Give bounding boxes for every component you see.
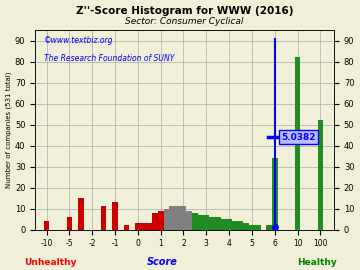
Bar <box>186 211 192 229</box>
Text: Score: Score <box>147 257 177 267</box>
Bar <box>238 221 243 230</box>
Text: The Research Foundation of SUNY: The Research Foundation of SUNY <box>44 54 175 63</box>
Bar <box>112 202 118 230</box>
Text: Unhealthy: Unhealthy <box>24 258 77 267</box>
Bar <box>209 217 215 229</box>
Bar <box>203 215 209 230</box>
Bar <box>158 211 163 229</box>
Bar <box>215 217 221 229</box>
Text: Sector: Consumer Cyclical: Sector: Consumer Cyclical <box>125 17 244 26</box>
Text: 5.0382: 5.0382 <box>282 133 316 142</box>
Bar <box>232 221 238 230</box>
Text: Healthy: Healthy <box>297 258 337 267</box>
Bar <box>123 225 129 230</box>
Bar <box>198 215 203 230</box>
Bar <box>192 213 198 230</box>
Bar <box>169 207 175 230</box>
Bar <box>141 223 147 230</box>
Bar <box>175 207 181 230</box>
Bar <box>152 213 158 230</box>
Bar <box>163 208 169 230</box>
Title: Z''-Score Histogram for WWW (2016): Z''-Score Histogram for WWW (2016) <box>76 6 293 16</box>
Text: ©www.textbiz.org: ©www.textbiz.org <box>44 36 114 45</box>
Bar <box>249 225 255 230</box>
Bar <box>318 120 323 230</box>
Bar <box>255 225 261 230</box>
Bar <box>181 207 186 230</box>
Bar <box>221 219 226 230</box>
Bar <box>78 198 84 230</box>
Bar <box>135 223 141 230</box>
Y-axis label: Number of companies (531 total): Number of companies (531 total) <box>5 72 12 188</box>
Bar <box>226 219 232 230</box>
Bar <box>295 58 301 230</box>
Bar <box>272 158 278 230</box>
Bar <box>147 223 152 230</box>
Bar <box>243 223 249 230</box>
Bar <box>67 217 72 229</box>
Bar <box>266 225 272 230</box>
Bar <box>101 207 107 230</box>
Bar <box>44 221 49 230</box>
